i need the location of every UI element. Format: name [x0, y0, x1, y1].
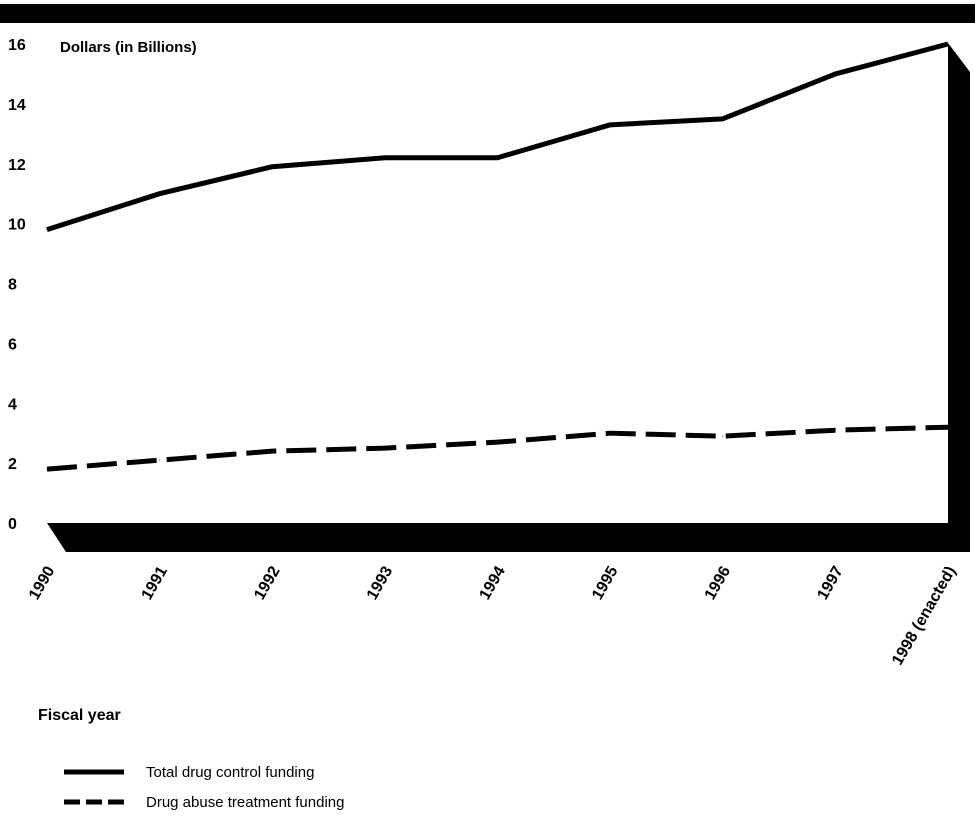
data-point: [835, 73, 836, 74]
y-tick-label: 16: [8, 37, 26, 54]
data-point: [272, 451, 273, 452]
y-tick-label: 0: [8, 516, 17, 533]
data-point: [497, 157, 498, 158]
x-tick-label: 1998 (enacted): [889, 564, 959, 669]
x-tick-label: 1990: [26, 563, 59, 602]
top-border-bar: [0, 4, 975, 23]
data-point: [47, 229, 48, 230]
x-tick-label: 1997: [814, 563, 847, 602]
y-axis-label: Dollars (in Billions): [60, 39, 197, 56]
data-point: [722, 436, 723, 437]
floor-shadow-bar: [47, 523, 970, 552]
x-tick-label: 1991: [139, 563, 172, 602]
data-point: [497, 442, 498, 443]
x-tick-labels: 1990 1991 1992 1993 1994 1995 1996 1997 1998 (en…: [26, 563, 960, 668]
total-funding-line: [47, 44, 948, 230]
data-point: [159, 193, 160, 194]
data-point: [384, 157, 385, 158]
data-point: [47, 469, 48, 470]
y-tick-label: 12: [8, 157, 26, 174]
data-point: [835, 430, 836, 431]
legend-label: Total drug control funding: [146, 764, 314, 781]
data-point: [722, 118, 723, 119]
legend: Total drug control funding Drug abuse tre…: [64, 764, 344, 811]
legend-label: Drug abuse treatment funding: [146, 794, 344, 811]
x-tick-label: 1994: [476, 563, 509, 602]
data-point: [610, 124, 611, 125]
data-point: [159, 460, 160, 461]
y-tick-label: 14: [8, 97, 26, 114]
y-tick-label: 6: [8, 336, 17, 353]
y-tick-label: 2: [8, 456, 17, 473]
x-tick-label: 1992: [251, 563, 284, 602]
y-tick-labels: 0 2 4 6 8 10 12 14 16: [8, 37, 26, 533]
data-point: [948, 44, 949, 45]
data-point: [948, 427, 949, 428]
x-tick-label: 1995: [589, 563, 622, 602]
data-point: [272, 166, 273, 167]
y-tick-label: 10: [8, 217, 26, 234]
x-axis-label: Fiscal year: [38, 707, 121, 724]
series-lines: [47, 44, 949, 470]
data-point: [384, 448, 385, 449]
x-tick-label: 1996: [702, 563, 735, 602]
y-tick-label: 4: [8, 396, 17, 413]
x-tick-label: 1993: [364, 563, 397, 602]
treatment-funding-line: [47, 427, 948, 469]
data-point: [610, 433, 611, 434]
right-shadow-wall: [948, 43, 970, 552]
y-tick-label: 8: [8, 277, 17, 294]
